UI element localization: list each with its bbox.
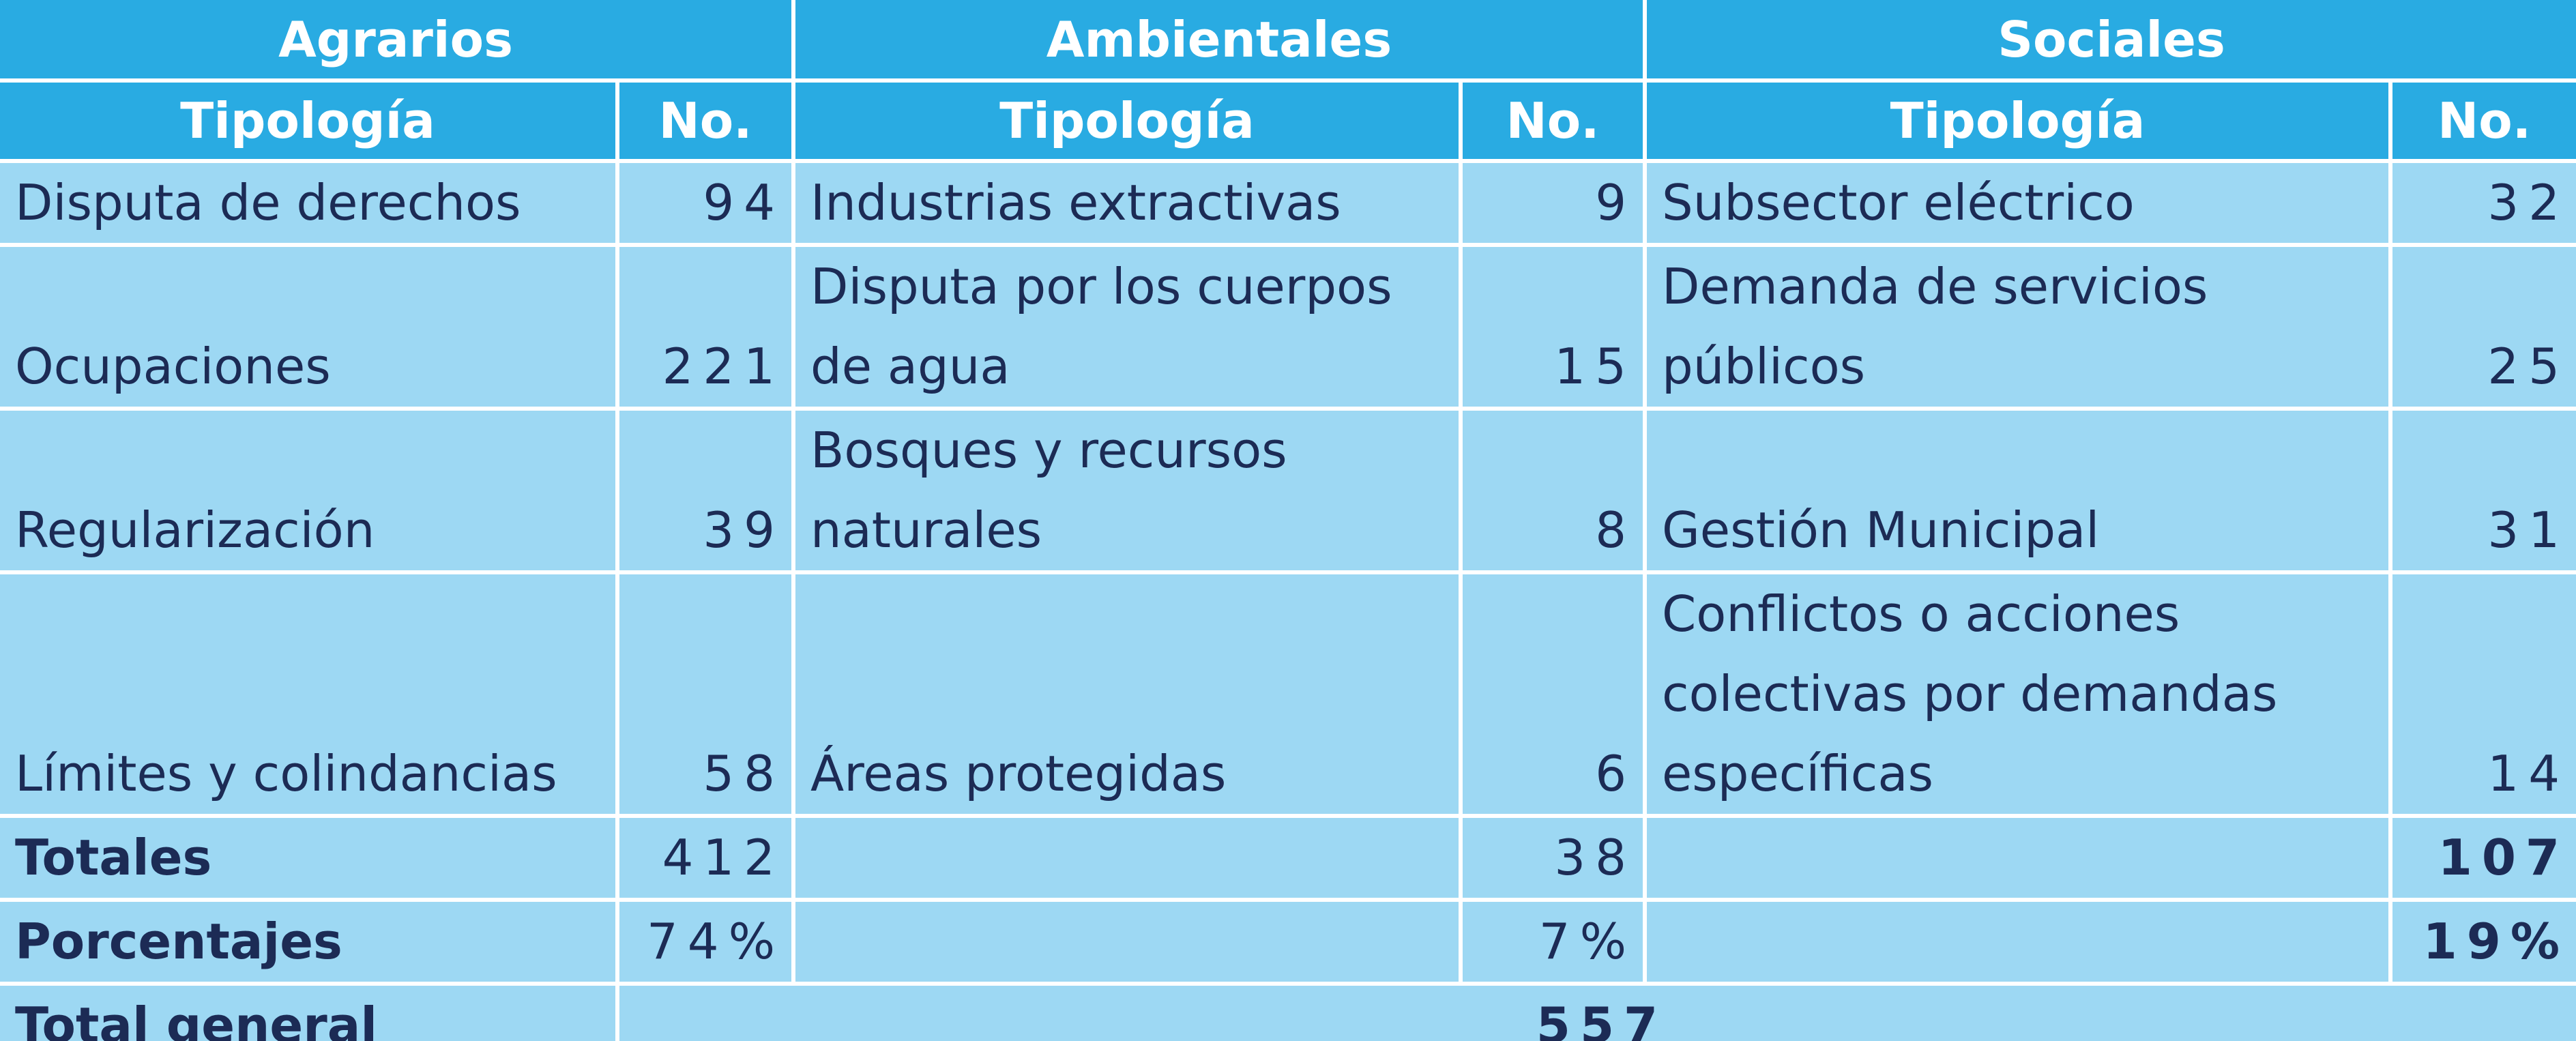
table-row: Disputa de derechos 94 Industrias extracti… <box>0 159 2576 247</box>
type-cell: Gestión Municipal <box>1643 407 2392 574</box>
type-cell: Industrias extractivas <box>791 159 1463 247</box>
column-header: Tipología <box>791 78 1463 163</box>
count-cell: 32 <box>2388 159 2576 247</box>
count-cell: 31 <box>2388 407 2576 574</box>
column-header: No. <box>1459 78 1647 163</box>
total-general-value: 557 <box>615 982 2576 1041</box>
count-cell: 8 <box>1459 407 1647 574</box>
type-cell: Disputa de derechos <box>0 159 619 247</box>
type-cell: Áreas protegidas <box>791 570 1463 818</box>
table-row: Porcentajes 74% 7% 19% <box>0 898 2576 986</box>
table-row: Ocupaciones 221 Disputa por los cuerpos de… <box>0 243 2576 411</box>
empty-cell <box>791 898 1463 986</box>
type-cell: Regularización <box>0 407 619 574</box>
type-cell: Ocupaciones <box>0 243 619 411</box>
table-row: Total general 557 <box>0 982 2576 1041</box>
type-cell: Conflictos o acciones colectivas por dem… <box>1643 570 2392 818</box>
column-header: No. <box>2388 78 2576 163</box>
count-cell: 9 <box>1459 159 1647 247</box>
table-row: Agrarios Ambientales Sociales <box>0 0 2576 83</box>
column-header: Tipología <box>0 78 619 163</box>
group-header: Agrarios <box>0 0 795 83</box>
group-header: Sociales <box>1642 0 2576 83</box>
total-general-label: Total general <box>0 982 619 1041</box>
table-row: Tipología No. Tipología No. Tipología No. <box>0 78 2576 163</box>
count-cell: 25 <box>2388 243 2576 411</box>
totals-label: Totales <box>0 814 619 902</box>
percentages-label: Porcentajes <box>0 898 619 986</box>
column-header: Tipología <box>1643 78 2392 163</box>
count-cell: 58 <box>615 570 795 818</box>
table-row: Límites y colindancias 58 Áreas protegidas… <box>0 570 2576 818</box>
count-cell: 15 <box>1459 243 1647 411</box>
percentages-value: 7% <box>1459 898 1647 986</box>
count-cell: 94 <box>615 159 795 247</box>
empty-cell <box>1643 898 2392 986</box>
percentages-value: 19% <box>2388 898 2576 986</box>
count-cell: 221 <box>615 243 795 411</box>
count-cell: 14 <box>2388 570 2576 818</box>
table-row: Totales 412 38 107 <box>0 814 2576 902</box>
type-cell: Subsector eléctrico <box>1643 159 2392 247</box>
column-header: No. <box>615 78 795 163</box>
empty-cell <box>791 814 1463 902</box>
type-cell: Demanda de servicios públicos <box>1643 243 2392 411</box>
empty-cell <box>1643 814 2392 902</box>
totals-value: 107 <box>2388 814 2576 902</box>
group-header: Ambientales <box>791 0 1647 83</box>
type-cell: Límites y colindancias <box>0 570 619 818</box>
table-row: Regularización 39 Bosques y recursos natur… <box>0 407 2576 574</box>
percentages-value: 74% <box>615 898 795 986</box>
totals-value: 412 <box>615 814 795 902</box>
type-cell: Bosques y recursos naturales <box>791 407 1463 574</box>
count-cell: 6 <box>1459 570 1647 818</box>
count-cell: 39 <box>615 407 795 574</box>
totals-value: 38 <box>1459 814 1647 902</box>
type-cell: Disputa por los cuerpos de agua <box>791 243 1463 411</box>
